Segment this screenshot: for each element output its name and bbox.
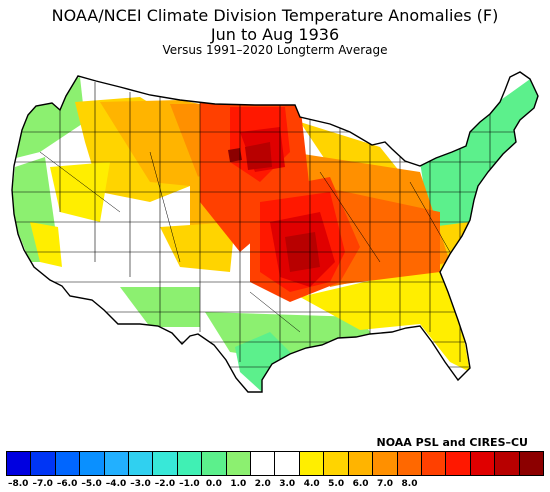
colorbar-bin: [176, 452, 202, 475]
colorbar-bin: [201, 452, 226, 475]
record-anomaly-cell: [228, 148, 242, 162]
colorbar-tick-label: –5.0: [81, 479, 102, 489]
colorbar-bin: [396, 452, 421, 475]
colorbar-tick-label: 2.0: [254, 479, 271, 489]
colorbar-tick-label: –3.0: [130, 479, 151, 489]
map-period: Jun to Aug 1936: [210, 25, 340, 44]
colorbar-tick-label: 7.0: [377, 479, 394, 489]
colorbar-tick-label: 4.0: [303, 479, 320, 489]
colorbar-tick-label: –4.0: [105, 479, 127, 489]
colorbar-tick-label: –2.0: [154, 479, 176, 489]
colorbar: [6, 451, 544, 476]
colorbar-ticks: –8.0 –7.0 –6.0 –5.0 –4.0 –3.0 –2.0 –1.0 0.0 1.0 2.…: [6, 479, 544, 491]
colorbar-tick-label: 8.0: [401, 479, 418, 489]
colorbar-bin: [79, 452, 104, 475]
southeast-region: [300, 262, 470, 372]
colorbar-bin: [128, 452, 153, 475]
colorbar-tick-label: –8.0: [7, 479, 29, 489]
colorbar-bin: [347, 452, 373, 475]
colorbar-bin: [420, 452, 446, 475]
colorbar-bin: [445, 452, 470, 475]
colorbar-bin: [250, 452, 275, 475]
new-mexico-region: [160, 222, 235, 272]
colorbar-bin: [274, 452, 299, 475]
colorbar-tick-label: –1.0: [179, 479, 200, 489]
colorbar-bin: [7, 452, 31, 475]
colorbar-bin: [372, 452, 397, 475]
california-region: [30, 222, 62, 267]
colorbar-tick-label: 3.0: [279, 479, 296, 489]
colorbar-tick-label: 5.0: [328, 479, 345, 489]
colorbar-bin: [494, 452, 519, 475]
us-anomaly-map: [11, 71, 539, 393]
colorbar-bin: [54, 452, 80, 475]
map-baseline: Versus 1991–2020 Longterm Average: [162, 43, 388, 57]
colorbar-tick-label: –6.0: [56, 479, 78, 489]
colorbar-tick-label: 1.0: [230, 479, 247, 489]
data-credit: NOAA PSL and CIRES–CU: [376, 436, 528, 449]
northeast-region: [420, 72, 538, 227]
colorbar-bin: [323, 452, 348, 475]
colorbar-tick-label: 0.0: [205, 479, 222, 489]
colorbar-bin: [469, 452, 495, 475]
south-dakota-peak: [245, 142, 272, 170]
colorbar-bin: [152, 452, 177, 475]
colorbar-bin: [298, 452, 324, 475]
colorbar-tick-label: –7.0: [32, 479, 53, 489]
colorbar-bin: [30, 452, 55, 475]
colorbar-bin: [225, 452, 251, 475]
colorbar-bin: [103, 452, 129, 475]
colorbar-bin: [518, 452, 543, 475]
colorbar-tick-label: 6.0: [352, 479, 369, 489]
map-title: NOAA/NCEI Climate Division Temperature A…: [51, 6, 499, 25]
south-texas-region: [235, 332, 300, 392]
climate-division-fills: [12, 72, 538, 392]
